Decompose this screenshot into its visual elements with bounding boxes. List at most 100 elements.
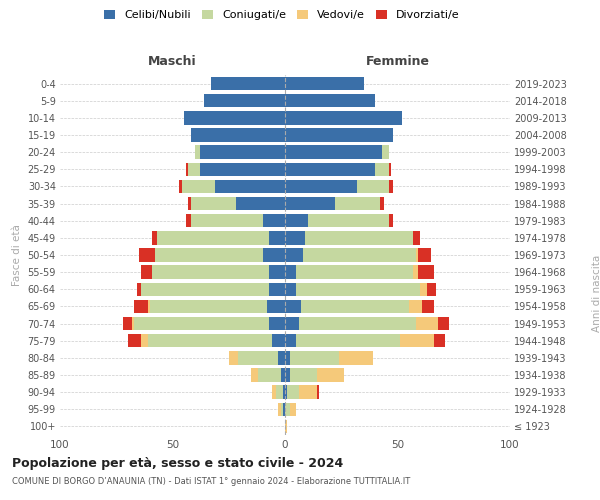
Bar: [296, 266, 413, 279]
Bar: [269, 317, 285, 330]
Bar: [269, 282, 285, 296]
Bar: [335, 197, 380, 210]
Bar: [317, 386, 319, 399]
Bar: [285, 282, 296, 296]
Text: Popolazione per età, sesso e stato civile - 2024: Popolazione per età, sesso e stato civil…: [12, 458, 343, 470]
Bar: [400, 334, 433, 347]
Bar: [285, 300, 301, 313]
Bar: [267, 300, 285, 313]
Bar: [179, 180, 182, 193]
Bar: [287, 386, 299, 399]
Bar: [134, 300, 148, 313]
Bar: [285, 111, 402, 124]
Bar: [285, 266, 296, 279]
Bar: [132, 317, 134, 330]
Legend: Celibi/Nubili, Coniugati/e, Vedovi/e, Divorziati/e: Celibi/Nubili, Coniugati/e, Vedovi/e, Di…: [100, 6, 464, 25]
Bar: [215, 180, 285, 193]
Bar: [195, 146, 199, 159]
Bar: [155, 248, 263, 262]
Bar: [152, 266, 269, 279]
Bar: [285, 94, 375, 108]
Bar: [186, 162, 188, 176]
Bar: [199, 162, 285, 176]
Bar: [389, 214, 393, 228]
Bar: [263, 214, 285, 228]
Bar: [427, 282, 436, 296]
Bar: [199, 146, 285, 159]
Bar: [285, 368, 290, 382]
Bar: [285, 214, 308, 228]
Bar: [285, 231, 305, 244]
Text: Maschi: Maschi: [148, 55, 197, 68]
Bar: [290, 351, 339, 364]
Bar: [285, 402, 290, 416]
Bar: [278, 402, 281, 416]
Bar: [186, 214, 191, 228]
Bar: [123, 317, 132, 330]
Bar: [305, 231, 413, 244]
Bar: [357, 180, 389, 193]
Bar: [229, 351, 238, 364]
Bar: [191, 214, 263, 228]
Bar: [413, 231, 420, 244]
Bar: [263, 248, 285, 262]
Bar: [389, 162, 391, 176]
Bar: [211, 77, 285, 90]
Bar: [281, 368, 285, 382]
Bar: [285, 77, 364, 90]
Bar: [299, 386, 317, 399]
Bar: [415, 248, 418, 262]
Bar: [438, 317, 449, 330]
Bar: [148, 334, 271, 347]
Bar: [301, 300, 409, 313]
Bar: [188, 162, 199, 176]
Bar: [415, 317, 438, 330]
Bar: [418, 266, 433, 279]
Bar: [191, 128, 285, 141]
Y-axis label: Fasce di età: Fasce di età: [12, 224, 22, 286]
Bar: [150, 300, 267, 313]
Bar: [422, 300, 433, 313]
Bar: [283, 402, 285, 416]
Bar: [290, 368, 317, 382]
Bar: [271, 334, 285, 347]
Bar: [285, 197, 335, 210]
Bar: [152, 231, 157, 244]
Bar: [409, 300, 422, 313]
Bar: [285, 248, 303, 262]
Bar: [134, 317, 269, 330]
Bar: [418, 248, 431, 262]
Bar: [285, 351, 290, 364]
Bar: [238, 351, 278, 364]
Bar: [137, 282, 141, 296]
Bar: [184, 111, 285, 124]
Bar: [389, 180, 393, 193]
Bar: [285, 162, 375, 176]
Bar: [276, 386, 283, 399]
Text: Femmine: Femmine: [365, 55, 430, 68]
Bar: [285, 334, 296, 347]
Bar: [141, 334, 148, 347]
Bar: [375, 162, 389, 176]
Bar: [303, 248, 415, 262]
Bar: [283, 386, 285, 399]
Bar: [285, 386, 287, 399]
Bar: [339, 351, 373, 364]
Bar: [433, 334, 445, 347]
Bar: [191, 197, 235, 210]
Bar: [299, 317, 415, 330]
Bar: [204, 94, 285, 108]
Bar: [296, 334, 400, 347]
Bar: [258, 368, 281, 382]
Bar: [235, 197, 285, 210]
Bar: [182, 180, 215, 193]
Bar: [141, 282, 269, 296]
Bar: [278, 351, 285, 364]
Bar: [308, 214, 389, 228]
Bar: [139, 248, 155, 262]
Bar: [290, 402, 296, 416]
Bar: [188, 197, 191, 210]
Bar: [128, 334, 141, 347]
Bar: [285, 128, 393, 141]
Bar: [285, 420, 287, 433]
